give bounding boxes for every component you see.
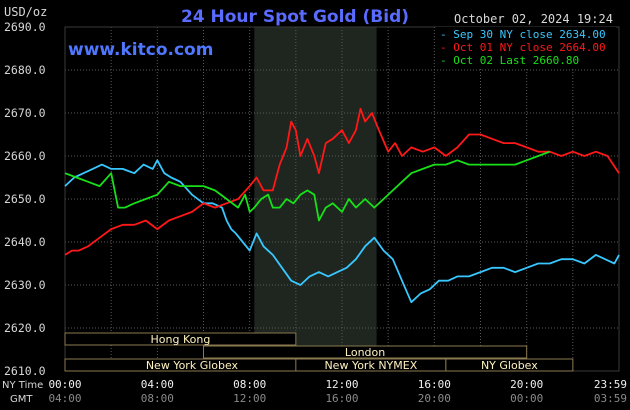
website-label[interactable]: www.kitco.com: [68, 40, 213, 60]
legend-box: [436, 27, 616, 68]
series-line-1: [64, 159, 620, 304]
y-tick-label: 2620.0: [4, 321, 46, 335]
y-tick-label: 2630.0: [4, 278, 46, 292]
market-bar-box: [445, 358, 574, 372]
x-tick-ny: 08:00: [233, 378, 266, 391]
market-bar: Hong Kong: [64, 332, 297, 346]
market-label: Hong Kong: [151, 333, 211, 346]
y-axis: 2610.0 2620.0 2630.0 2640.0 2650.0 2660.0 2670…: [4, 20, 46, 378]
market-bar-box: [203, 345, 528, 359]
legend: - Sep 30 NY close 2634.00- Oct 01 NY clo…: [436, 27, 616, 68]
ny-time-label: NY Time: [2, 380, 43, 391]
market-hours-layer: Hong Kong London New York Globex New York N…: [64, 332, 574, 372]
x-axis: NY TimeGMT00:0004:0004:0008:0008:0012:00…: [2, 378, 627, 405]
y-tick-label: 2670.0: [4, 106, 46, 120]
chart-datetime: October 02, 2024 19:24: [454, 12, 613, 26]
y-tick-label: 2690.0: [4, 20, 46, 34]
x-tick-gmt: 04:00: [48, 392, 81, 405]
series-line-3: [64, 150, 551, 222]
market-bar: London: [203, 345, 528, 359]
market-label: London: [345, 346, 385, 359]
x-tick-ny: 00:00: [48, 378, 81, 391]
market-bar-box: [64, 332, 297, 346]
y-tick-label: 2660.0: [4, 149, 46, 163]
x-tick-gmt: 08:00: [141, 392, 174, 405]
x-tick-ny: 04:00: [141, 378, 174, 391]
x-tick-ny: 20:00: [510, 378, 543, 391]
legend-entry-2: - Oct 01 NY close 2664.00: [440, 41, 606, 54]
x-tick-gmt: 20:00: [418, 392, 451, 405]
x-tick-gmt: 16:00: [325, 392, 358, 405]
y-tick-label: 2640.0: [4, 235, 46, 249]
y-tick-label: 2680.0: [4, 63, 46, 77]
gmt-label: GMT: [10, 394, 33, 405]
y-tick-label: 2650.0: [4, 192, 46, 206]
x-tick-ny: 16:00: [418, 378, 451, 391]
market-label: New York NYMEX: [324, 359, 417, 372]
legend-entry-1: - Sep 30 NY close 2634.00: [440, 28, 606, 41]
unit-label: USD/oz: [4, 5, 47, 19]
x-tick-gmt: 03:59: [594, 392, 627, 405]
series-line-2: [64, 107, 620, 256]
market-bar: New York NYMEX: [295, 358, 447, 372]
market-label: NY Globex: [481, 359, 538, 372]
x-tick-ny: 23:59: [594, 378, 627, 391]
chart-title: 24 Hour Spot Gold (Bid): [181, 7, 409, 27]
market-bar: NY Globex: [445, 358, 574, 372]
grid-layer: [64, 26, 620, 372]
x-tick-gmt: 12:00: [233, 392, 266, 405]
legend-entry-3: - Oct 02 Last 2660.80: [440, 54, 579, 67]
market-bar: New York Globex: [64, 358, 320, 372]
series-layer: [64, 107, 620, 304]
x-tick-gmt: 00:00: [510, 392, 543, 405]
market-label: New York Globex: [146, 359, 239, 372]
x-tick-ny: 12:00: [325, 378, 358, 391]
y-tick-label: 2610.0: [4, 364, 46, 378]
